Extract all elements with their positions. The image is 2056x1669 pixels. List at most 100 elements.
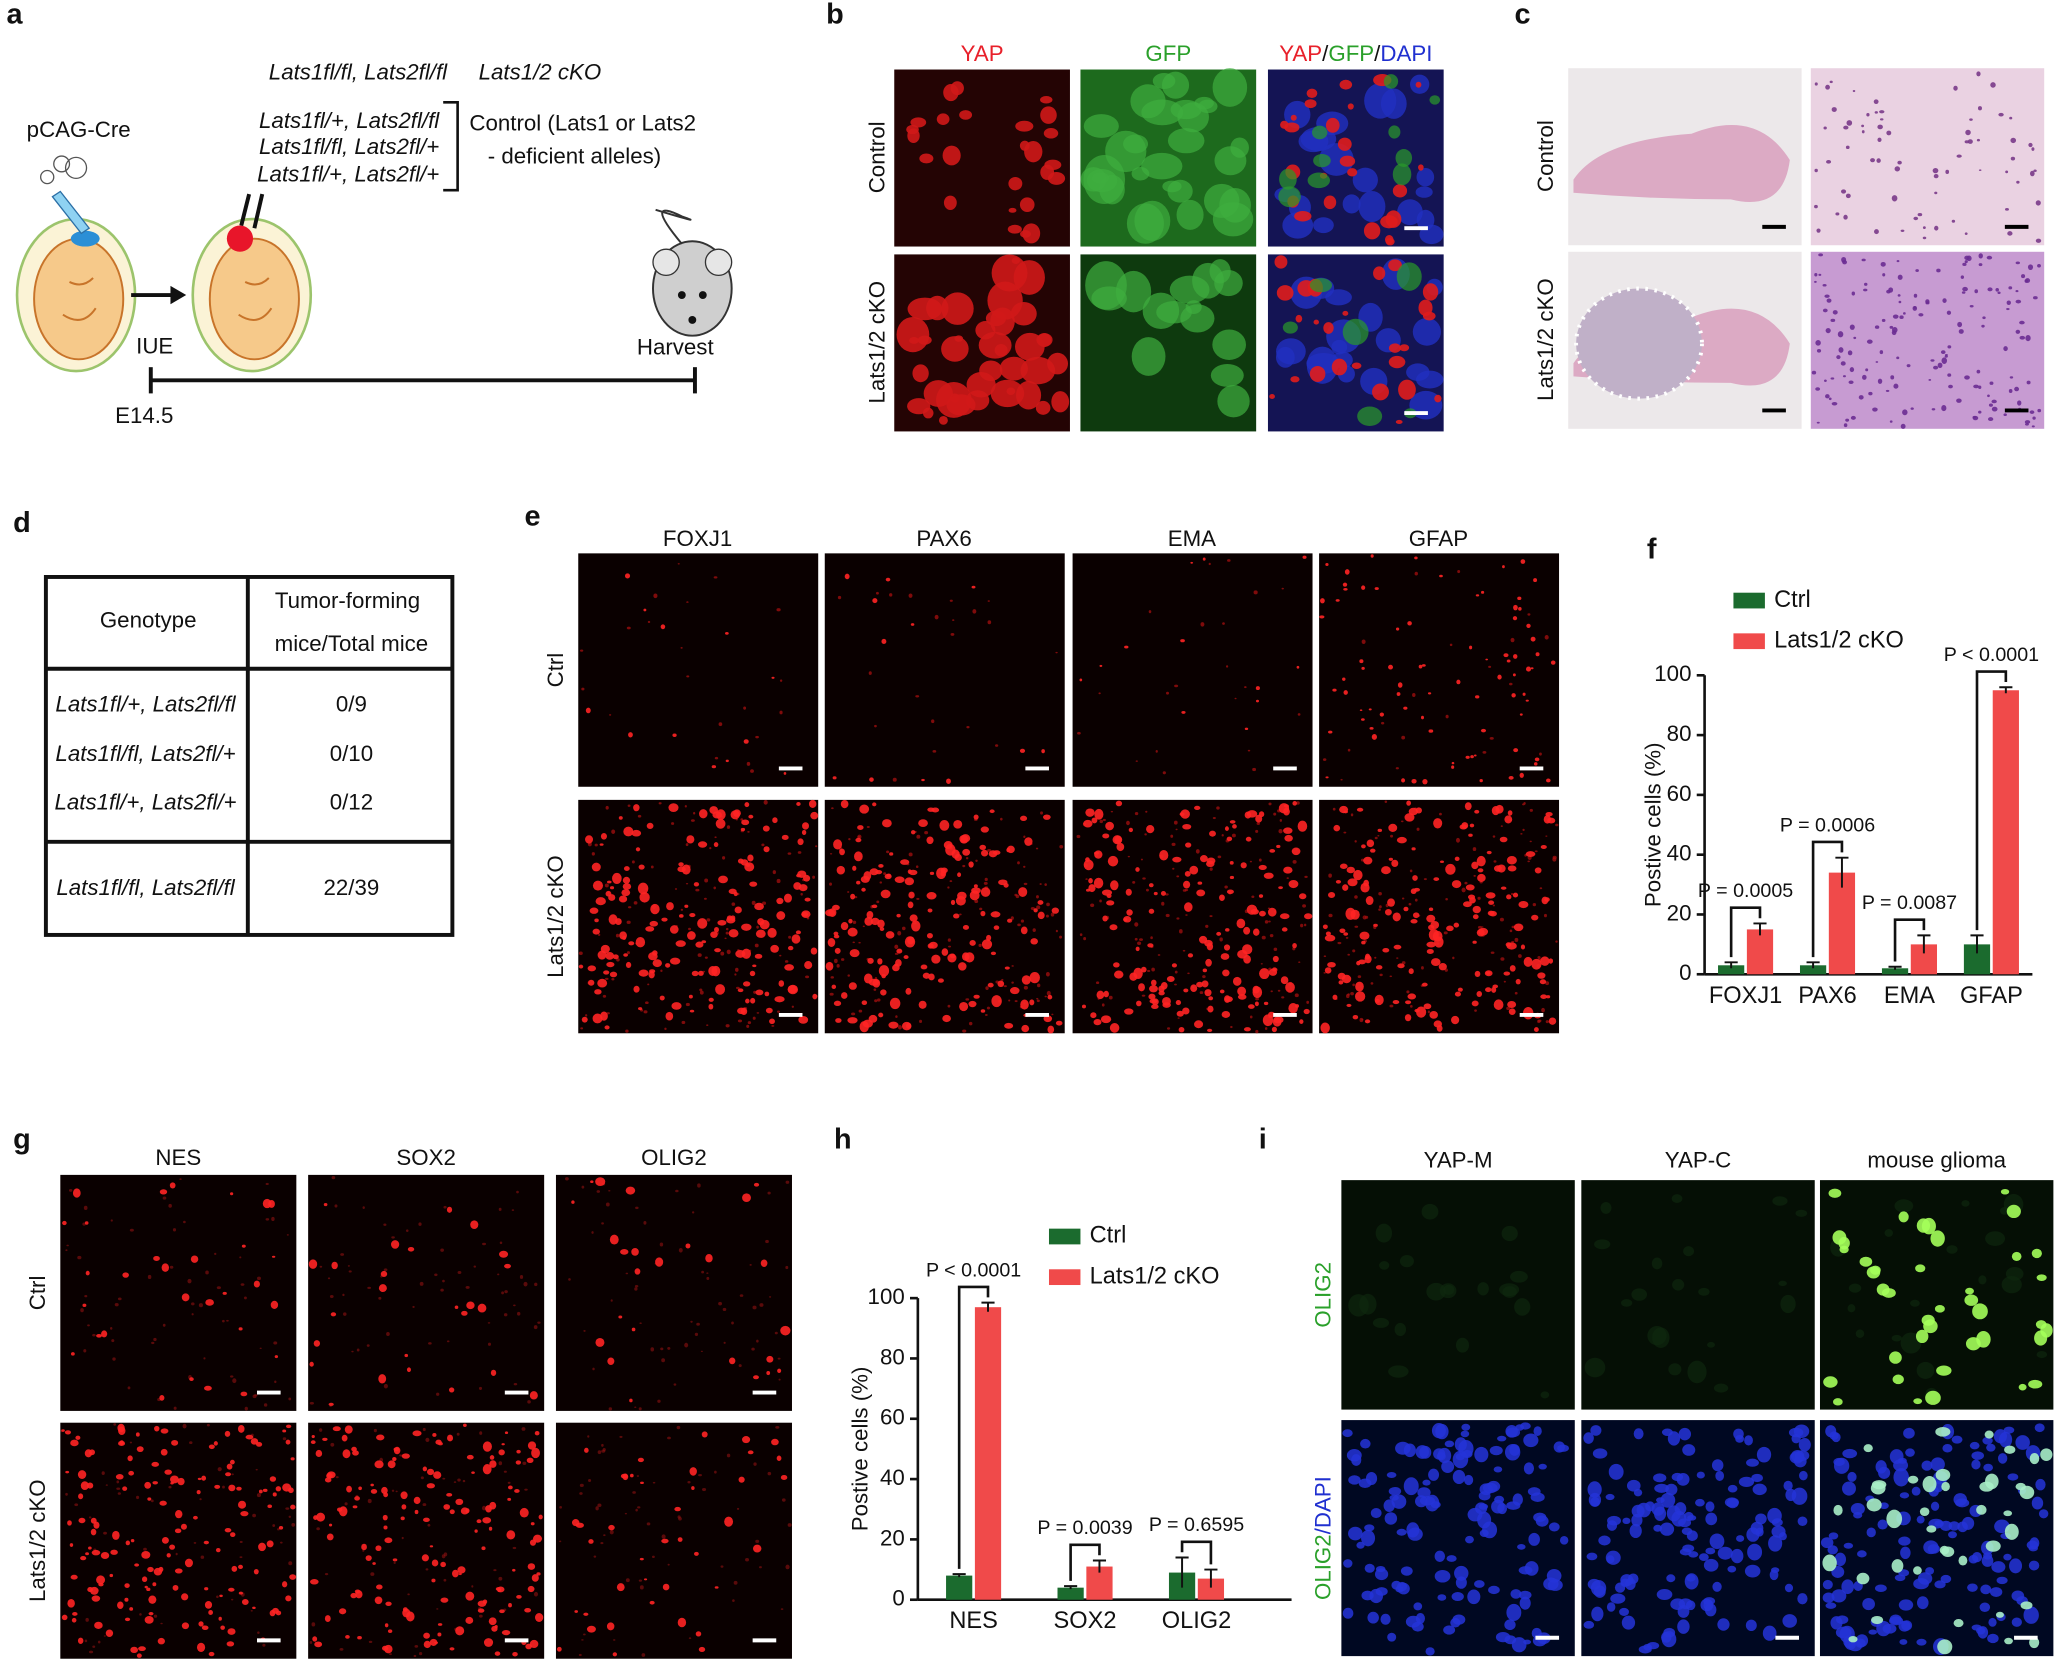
texture-spot [1951,219,1956,223]
texture-spot [331,1261,338,1270]
texture-spot [649,920,659,927]
column-label: GFAP [1409,526,1468,551]
texture-spot [1352,167,1378,193]
texture-spot [440,1288,444,1292]
texture-spot [237,1424,245,1433]
texture-spot [1514,1298,1531,1316]
texture-spot [1495,804,1504,814]
texture-spot [1397,682,1403,688]
texture-spot [519,1507,529,1518]
texture-spot [1292,943,1297,949]
texture-spot [169,1544,176,1550]
texture-spot [905,987,912,995]
texture-spot [1110,880,1119,891]
texture-spot [1281,927,1288,932]
texture-spot [990,951,997,956]
texture-spot [733,809,741,817]
texture-spot [895,1015,898,1018]
legend-swatch [1048,1269,1081,1286]
texture-spot [389,1653,392,1656]
texture-spot [1408,968,1414,975]
texture-spot [1406,363,1430,381]
texture-spot [1292,859,1297,864]
texture-spot [1469,823,1475,828]
texture-spot [84,1639,88,1643]
texture-spot [90,1517,97,1524]
texture-spot [1506,855,1517,865]
texture-spot [1381,866,1391,875]
texture-spot [1283,804,1289,808]
texture-spot [1546,778,1551,783]
texture-spot [1276,844,1281,849]
texture-spot [1141,994,1146,997]
texture-spot [1967,139,1973,144]
texture-spot [920,964,928,970]
texture-spot [908,852,913,857]
texture-spot [1079,933,1083,937]
texture-spot [1406,990,1410,994]
texture-spot [144,1585,148,1589]
texture-spot [597,1450,602,1455]
texture-spot [1917,212,1923,217]
texture-spot [122,1486,128,1491]
texture-spot [1961,1516,1975,1530]
micrograph [1341,1180,1575,1410]
texture-spot [979,844,987,851]
texture-spot [143,1547,147,1551]
texture-spot [2015,261,2020,265]
texture-spot [1157,954,1161,956]
texture-spot [367,1286,372,1289]
texture-spot [601,1449,606,1453]
texture-spot [615,933,620,938]
texture-spot [69,1543,74,1547]
texture-spot [1113,962,1120,968]
texture-spot [368,1640,373,1644]
texture-spot [1419,1496,1436,1506]
texture-spot [308,1259,318,1269]
texture-spot [96,1333,102,1338]
mouse-eye [698,291,707,299]
texture-spot [217,1467,222,1472]
error-bar [952,1573,966,1578]
texture-spot [319,1428,323,1432]
texture-spot [1972,415,1977,419]
texture-spot [257,1631,260,1634]
table-cell: Lats1fl/+, Lats2fl/+ [54,790,236,815]
micrograph [308,1422,545,1659]
texture-spot [2028,1379,2043,1389]
texture-spot [2009,1558,2023,1574]
texture-spot [1019,197,1035,212]
texture-spot [1000,817,1003,821]
micrograph [1072,799,1313,1034]
texture-spot [740,1007,748,1016]
texture-spot [1452,1450,1469,1469]
table-header: mice/Total mice [275,631,429,656]
texture-spot [1910,1299,1920,1307]
texture-spot [483,1638,494,1647]
texture-spot [941,948,949,956]
texture-spot [606,1622,615,1631]
texture-spot [1371,733,1377,740]
texture-spot [927,943,934,949]
texture-spot [753,990,757,994]
texture-spot [90,1528,97,1536]
texture-spot [762,825,770,832]
texture-spot [1083,819,1093,828]
texture-spot [609,971,618,978]
texture-spot [1978,1275,1987,1285]
texture-spot [2034,1423,2045,1433]
texture-spot [1388,857,1394,861]
texture-spot [1348,1475,1361,1485]
texture-spot [1051,391,1070,413]
label-part: OLIG2 [1310,1262,1335,1328]
texture-spot [458,1572,462,1576]
texture-spot [1342,884,1349,891]
texture-spot [631,1327,636,1332]
column-label: EMA [1168,526,1216,551]
texture-spot [1913,1566,1922,1575]
texture-spot [485,1505,492,1513]
texture-spot [776,878,781,884]
texture-spot [407,1593,410,1596]
texture-spot [489,1455,495,1460]
texture-spot [1327,961,1336,968]
